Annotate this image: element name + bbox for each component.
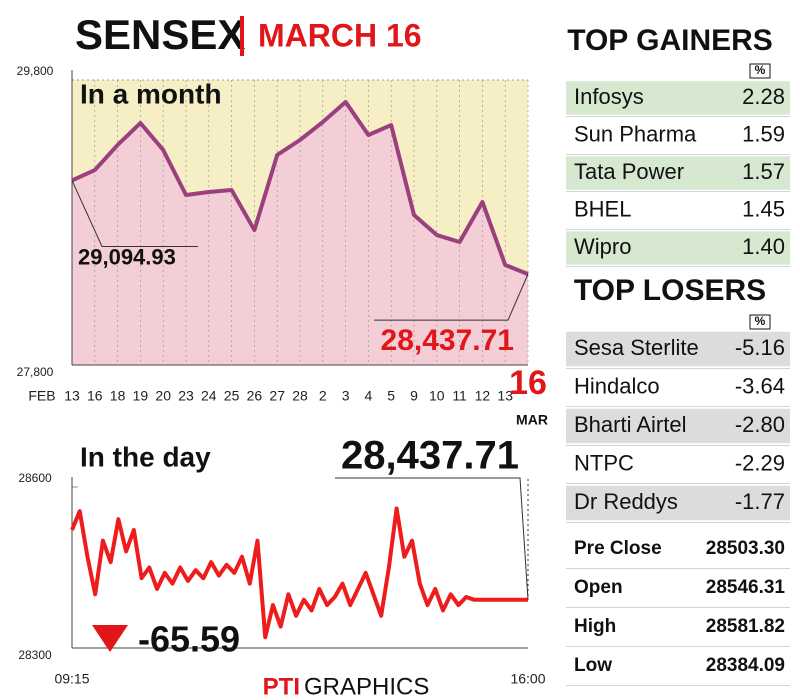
value-label: 28,437.71 — [381, 324, 514, 357]
leader-line — [335, 477, 529, 600]
row-value: -2.80 — [735, 412, 785, 437]
line — [71, 99, 529, 276]
unit: % — [755, 314, 766, 328]
row-name: Sesa Sterlite — [574, 335, 699, 360]
row-name: Tata Power — [574, 159, 684, 184]
row-value: 28384.09 — [706, 655, 785, 676]
unit: % — [755, 63, 766, 77]
row-name: Infosys — [574, 84, 644, 109]
row-value: 1.57 — [742, 159, 785, 184]
row-value: -3.64 — [735, 373, 785, 398]
row-value: 28581.82 — [706, 616, 785, 637]
y-tick-label: 28300 — [18, 648, 52, 662]
x-tick-label: 2 — [319, 388, 327, 404]
row-value: 2.28 — [742, 84, 785, 109]
value-label: 29,094.93 — [78, 244, 176, 269]
row-bg — [566, 408, 790, 444]
x-axis-label: FEB — [28, 388, 55, 404]
x-tick-label: 28 — [292, 388, 308, 404]
x-tick-label: 19 — [133, 388, 149, 404]
row-name: NTPC — [574, 450, 634, 475]
row-name: Sun Pharma — [574, 121, 697, 146]
row-value: 1.40 — [742, 234, 785, 259]
down-arrow — [92, 625, 128, 652]
date: MARCH 16 — [258, 17, 422, 53]
x-tick-label: 27 — [269, 388, 285, 404]
leader-line — [71, 180, 198, 247]
x-tick-label: 16:00 — [510, 671, 545, 687]
footer-agency: PTI — [263, 673, 300, 700]
row-value: -1.77 — [735, 489, 785, 514]
area — [72, 101, 528, 365]
y-tick-label: 29,800 — [17, 64, 54, 78]
row-bg — [566, 331, 790, 367]
row-bg — [566, 156, 790, 190]
row-value: -2.29 — [735, 450, 785, 475]
unit-box — [749, 314, 771, 330]
row-value: 28546.31 — [706, 577, 786, 598]
row-name: Wipro — [574, 234, 631, 259]
row-name: High — [574, 616, 616, 637]
chart-title: In a month — [80, 78, 222, 109]
unit-box — [749, 63, 771, 79]
x-tick-label: 13 — [497, 388, 513, 404]
x-tick-label: 25 — [224, 388, 240, 404]
close-label: 28,437.71 — [341, 434, 519, 478]
y-tick-label: 27,800 — [17, 365, 54, 379]
row-value: 1.59 — [742, 121, 785, 146]
footer-label: GRAPHICS — [304, 673, 429, 700]
row-name: Hindalco — [574, 373, 660, 398]
x-tick-label: 9 — [410, 388, 418, 404]
x-tick-label: 4 — [365, 388, 373, 404]
x-tick-label: 16 — [509, 364, 547, 402]
x-tick-label: 18 — [110, 388, 126, 404]
x-tick-label: 10 — [429, 388, 445, 404]
line — [70, 506, 528, 640]
row-bg — [566, 231, 790, 265]
change-label: -65.59 — [138, 619, 240, 660]
losers-title: TOP LOSERS — [574, 274, 766, 307]
title: SENSEX — [75, 11, 245, 58]
row-name: BHEL — [574, 196, 631, 221]
x-tick-label: 13 — [64, 388, 80, 404]
x-tick-label: 12 — [475, 388, 491, 404]
x-tick-label: 26 — [247, 388, 263, 404]
row-value: 1.45 — [742, 196, 785, 221]
row-value: -5.16 — [735, 335, 785, 360]
chart-title: In the day — [80, 441, 211, 472]
divider — [240, 16, 244, 56]
row-value: 28503.30 — [706, 538, 785, 559]
x-tick-label: 24 — [201, 388, 217, 404]
x-tick-label: 09:15 — [54, 671, 89, 687]
row-name: Bharti Airtel — [574, 412, 687, 437]
row-name: Open — [574, 577, 623, 598]
x-tick-label: 16 — [87, 388, 103, 404]
gainers-title: TOP GAINERS — [567, 24, 773, 57]
y-tick-label: 28600 — [18, 471, 52, 485]
x-tick-label: 5 — [387, 388, 395, 404]
x-axis-label: MAR — [516, 412, 548, 428]
row-name: Pre Close — [574, 538, 662, 559]
row-name: Low — [574, 655, 612, 676]
x-tick-label: 20 — [155, 388, 171, 404]
x-tick-label: 11 — [452, 388, 467, 404]
x-tick-label: 23 — [178, 388, 194, 404]
row-bg — [566, 485, 790, 521]
x-tick-label: 3 — [342, 388, 350, 404]
row-bg — [566, 81, 790, 115]
row-name: Dr Reddys — [574, 489, 678, 514]
leader-line — [374, 273, 529, 321]
